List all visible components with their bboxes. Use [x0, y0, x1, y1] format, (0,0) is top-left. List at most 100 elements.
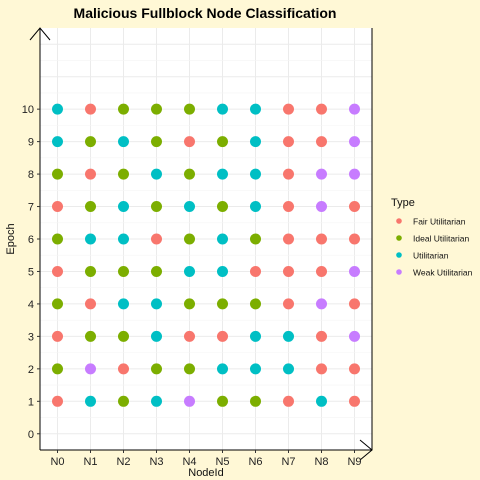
- data-point: [52, 363, 63, 375]
- legend-label: Weak Utilitarian: [413, 268, 473, 278]
- data-point: [151, 330, 162, 342]
- data-point: [118, 103, 129, 115]
- data-point: [118, 363, 129, 375]
- x-tick-label: N3: [149, 456, 163, 468]
- y-tick-label: 0: [28, 429, 34, 441]
- data-point: [316, 233, 327, 245]
- data-point: [349, 395, 360, 407]
- data-point: [52, 233, 63, 245]
- x-axis-label: NodeId: [188, 467, 223, 479]
- data-point: [250, 395, 261, 407]
- x-tick-label: N9: [347, 456, 361, 468]
- data-point: [316, 201, 327, 213]
- data-point: [52, 330, 63, 342]
- data-points: [52, 103, 360, 407]
- data-point: [250, 298, 261, 310]
- y-axis-label: Epoch: [5, 223, 17, 254]
- data-point: [151, 298, 162, 310]
- y-tick-label: 6: [28, 234, 34, 246]
- x-tick-label: N6: [248, 456, 262, 468]
- data-point: [250, 201, 261, 213]
- data-point: [250, 233, 261, 245]
- x-axis-arrow: [359, 439, 373, 461]
- data-point: [250, 136, 261, 148]
- data-point: [118, 265, 129, 277]
- data-point: [118, 168, 129, 180]
- data-point: [349, 265, 360, 277]
- y-tick-label: 8: [28, 169, 34, 181]
- data-point: [184, 233, 195, 245]
- data-point: [349, 136, 360, 148]
- legend-swatch: [396, 269, 402, 275]
- data-point: [217, 201, 228, 213]
- data-point: [283, 168, 294, 180]
- data-point: [85, 298, 96, 310]
- data-point: [349, 298, 360, 310]
- legend-label: Utilitarian: [413, 251, 449, 261]
- data-point: [118, 201, 129, 213]
- data-point: [217, 363, 228, 375]
- data-point: [217, 298, 228, 310]
- data-point: [85, 168, 96, 180]
- data-point: [250, 265, 261, 277]
- data-point: [151, 363, 162, 375]
- y-tick-labels: 0 1 2 3 4 5 6 7 8 9 10: [22, 104, 40, 441]
- data-point: [184, 395, 195, 407]
- data-point: [118, 233, 129, 245]
- data-point: [85, 363, 96, 375]
- data-point: [151, 395, 162, 407]
- data-point: [85, 136, 96, 148]
- data-point: [283, 330, 294, 342]
- data-point: [283, 363, 294, 375]
- chart-title: Malicious Fullblock Node Classification: [74, 5, 337, 21]
- data-point: [283, 395, 294, 407]
- data-point: [217, 103, 228, 115]
- data-point: [349, 201, 360, 213]
- x-tick-label: N0: [50, 456, 64, 468]
- y-tick-label: 4: [28, 299, 34, 311]
- data-point: [250, 330, 261, 342]
- x-tick-label: N8: [314, 456, 328, 468]
- y-tick-label: 1: [28, 396, 34, 408]
- data-point: [217, 265, 228, 277]
- data-point: [349, 168, 360, 180]
- data-point: [250, 103, 261, 115]
- data-point: [52, 136, 63, 148]
- x-tick-label: N7: [281, 456, 295, 468]
- data-point: [316, 103, 327, 115]
- data-point: [118, 330, 129, 342]
- data-point: [217, 395, 228, 407]
- data-point: [217, 233, 228, 245]
- data-point: [118, 395, 129, 407]
- y-tick-label: 3: [28, 331, 34, 343]
- data-point: [250, 168, 261, 180]
- data-point: [316, 363, 327, 375]
- legend-swatch: [396, 235, 402, 241]
- data-point: [283, 265, 294, 277]
- data-point: [52, 298, 63, 310]
- data-point: [85, 265, 96, 277]
- data-point: [184, 363, 195, 375]
- x-tick-labels: N0 N1 N2 N3 N4 N5 N6 N7 N8 N9: [50, 450, 362, 468]
- data-point: [217, 168, 228, 180]
- x-tick-label: N1: [83, 456, 97, 468]
- data-point: [52, 168, 63, 180]
- data-point: [151, 201, 162, 213]
- data-point: [349, 330, 360, 342]
- data-point: [52, 395, 63, 407]
- data-point: [316, 136, 327, 148]
- data-point: [85, 233, 96, 245]
- data-point: [316, 168, 327, 180]
- data-point: [283, 201, 294, 213]
- data-point: [85, 103, 96, 115]
- data-point: [217, 330, 228, 342]
- legend-swatch: [396, 252, 402, 258]
- y-tick-label: 7: [28, 202, 34, 214]
- data-point: [283, 136, 294, 148]
- data-point: [85, 395, 96, 407]
- data-point: [151, 103, 162, 115]
- data-point: [118, 136, 129, 148]
- legend-title: Type: [391, 197, 415, 209]
- data-point: [151, 233, 162, 245]
